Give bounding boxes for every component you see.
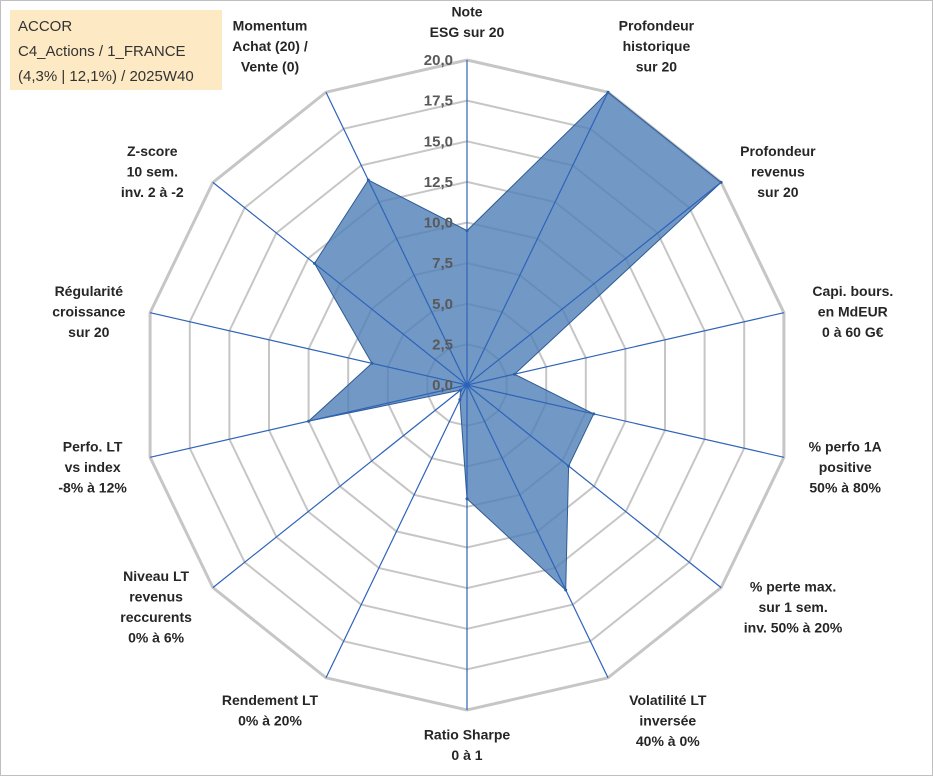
axis-label-line: % perte max. [750, 578, 836, 594]
axis-label-line: 0 à 1 [451, 747, 482, 763]
axis-label-line: 40% à 0% [636, 733, 700, 749]
axis-spoke [466, 384, 785, 458]
axis-label: Note ESG sur 20 [430, 4, 505, 41]
axis-spoke [466, 91, 609, 386]
axis-label-line: historique [623, 38, 691, 54]
axis-label-line: ESG sur 20 [430, 24, 505, 40]
axis-label-line: sur 20 [68, 324, 109, 340]
axis-label-line: -8% à 12% [58, 479, 127, 495]
axis-label: Volatilité LT inversée 40% à 0% [629, 692, 707, 749]
axis-label-line: 10 sem. [127, 164, 178, 180]
axis-spoke [466, 181, 722, 386]
title-line-2: C4_Actions / 1_FRANCE [18, 43, 186, 60]
axis-label: Ratio Sharpe 0 à 1 [424, 727, 511, 764]
tick-label: 10,0 [424, 215, 453, 232]
axis-label-line: Volatilité LT [629, 692, 707, 708]
axis-label-line: Z-score [127, 143, 178, 159]
axis-label: Régularité croissance sur 20 [52, 283, 125, 340]
axis-label-line: Rendement LT [222, 692, 319, 708]
axis-label: Momentum Achat (20) / Vente (0) [232, 18, 308, 75]
tick-label: 12,5 [424, 174, 453, 191]
tick-label: 7,5 [432, 255, 453, 272]
axis-label: Z-score 10 sem. inv. 2 à -2 [121, 143, 184, 200]
axis-label-line: positive [819, 459, 872, 475]
tick-label: 2,5 [432, 336, 453, 353]
label-layer: Note ESG sur 20 Profondeur historique sur 20… [52, 4, 893, 764]
axis-label: Profondeur historique sur 20 [619, 18, 695, 75]
axis-label-line: 0% à 20% [238, 712, 302, 728]
axis-spoke [212, 181, 468, 386]
axis-label-line: en MdEUR [818, 304, 888, 320]
axis-label: Rendement LT 0% à 20% [222, 692, 319, 729]
axis-label-line: Niveau LT [123, 568, 189, 584]
axis-label: Profondeur revenus sur 20 [740, 143, 816, 200]
axis-spoke [212, 384, 468, 589]
axis-label-line: Profondeur [619, 18, 695, 34]
axis-label-line: Achat (20) / [232, 38, 308, 54]
title-box: ACCOR C4_Actions / 1_FRANCE (4,3% | 12,1… [10, 10, 222, 90]
axis-label-line: 0% à 6% [128, 630, 185, 646]
axis-spoke [325, 91, 468, 386]
tick-label: 17,5 [424, 93, 453, 110]
axis-label: % perte max. sur 1 sem. inv. 50% à 20% [744, 578, 843, 635]
axis-label-line: inv. 2 à -2 [121, 184, 184, 200]
tick-label: 20,0 [424, 52, 453, 69]
axis-label-line: sur 20 [757, 184, 798, 200]
axis-label-line: Régularité [55, 283, 124, 299]
axis-label-line: 50% à 80% [809, 479, 881, 495]
tick-label: 0,0 [432, 377, 453, 394]
axis-label-line: reccurents [120, 609, 192, 625]
axis-label-line: croissance [52, 304, 125, 320]
axis-label-line: sur 1 sem. [758, 599, 827, 615]
tick-layer: 0,0 2,5 5,0 7,5 10,0 12,5 15,0 17,5 20,0 [424, 52, 453, 394]
axis-label-line: Momentum [233, 18, 308, 34]
axis-label-line: revenus [751, 164, 805, 180]
axis-spoke [149, 384, 468, 458]
axis-label-line: sur 20 [636, 59, 677, 75]
axis-label: % perfo 1A positive 50% à 80% [809, 438, 882, 495]
axis-label-line: Capi. bours. [812, 283, 893, 299]
axis-spoke [466, 312, 785, 386]
axis-spoke [149, 312, 468, 386]
axis-spoke [325, 384, 468, 679]
axis-label: Capi. bours. en MdEUR 0 à 60 G€ [812, 283, 893, 340]
axis-label: Perfo. LT vs index -8% à 12% [58, 438, 127, 495]
title-line-1: ACCOR [18, 18, 73, 35]
axis-label-line: Note [451, 4, 482, 20]
axis-label: Niveau LT revenus reccurents 0% à 6% [120, 568, 192, 646]
tick-label: 5,0 [432, 296, 453, 313]
axis-spoke [466, 384, 609, 679]
axis-label-line: Vente (0) [241, 59, 299, 75]
tick-label: 15,0 [424, 133, 453, 150]
axis-label-line: Ratio Sharpe [424, 727, 511, 743]
axis-label-line: % perfo 1A [809, 438, 882, 454]
axis-label-line: Perfo. LT [63, 438, 123, 454]
spoke-layer [149, 60, 785, 710]
axis-label-line: inv. 50% à 20% [744, 619, 843, 635]
title-line-3: (4,3% | 12,1%) / 2025W40 [18, 68, 194, 85]
axis-label-line: Profondeur [740, 143, 816, 159]
axis-label-line: 0 à 60 G€ [822, 324, 884, 340]
axis-spoke [466, 384, 722, 589]
axis-label-line: inversée [639, 712, 696, 728]
axis-label-line: vs index [65, 459, 121, 475]
axis-label-line: revenus [129, 589, 183, 605]
